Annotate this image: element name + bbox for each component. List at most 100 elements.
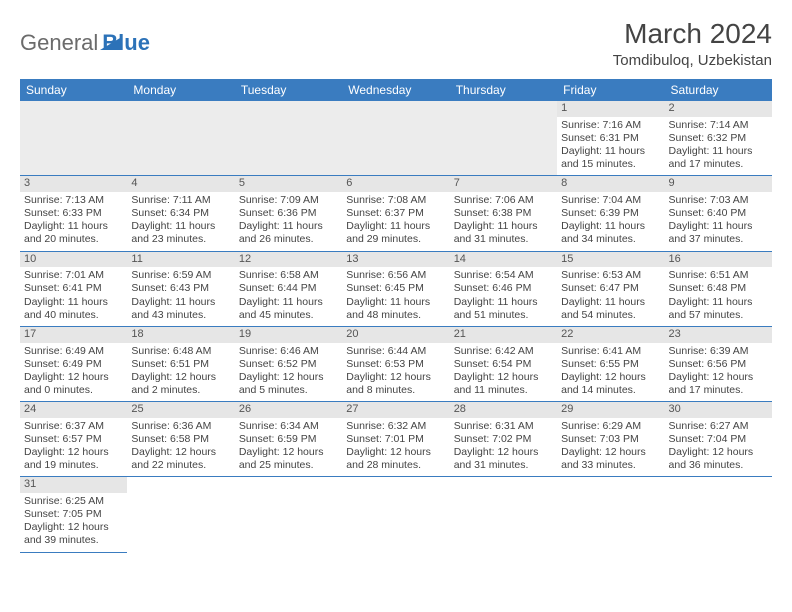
day-number: 6 xyxy=(342,176,449,192)
calendar-day-cell: 20Sunrise: 6:44 AMSunset: 6:53 PMDayligh… xyxy=(342,326,449,401)
daylight-text: Daylight: 12 hours xyxy=(24,521,123,534)
day-number: 11 xyxy=(127,252,234,268)
daylight-text: Daylight: 11 hours xyxy=(669,220,768,233)
calendar-day-cell: 21Sunrise: 6:42 AMSunset: 6:54 PMDayligh… xyxy=(450,326,557,401)
weekday-header: Wednesday xyxy=(342,79,449,101)
calendar-day-cell xyxy=(127,101,234,176)
calendar-day-cell xyxy=(450,101,557,176)
sunset-text: Sunset: 6:53 PM xyxy=(346,358,445,371)
sunset-text: Sunset: 6:46 PM xyxy=(454,282,553,295)
day-number: 27 xyxy=(342,402,449,418)
title-block: March 2024 Tomdibuloq, Uzbekistan xyxy=(613,18,772,69)
daylight-text: Daylight: 11 hours xyxy=(454,220,553,233)
sunrise-text: Sunrise: 7:14 AM xyxy=(669,119,768,132)
day-number: 26 xyxy=(235,402,342,418)
sunset-text: Sunset: 6:44 PM xyxy=(239,282,338,295)
sunset-text: Sunset: 6:31 PM xyxy=(561,132,660,145)
sunset-text: Sunset: 6:34 PM xyxy=(131,207,230,220)
sunset-text: Sunset: 6:45 PM xyxy=(346,282,445,295)
day-number: 19 xyxy=(235,327,342,343)
calendar-day-cell: 19Sunrise: 6:46 AMSunset: 6:52 PMDayligh… xyxy=(235,326,342,401)
daylight-text: and 26 minutes. xyxy=(239,233,338,246)
daylight-text: and 14 minutes. xyxy=(561,384,660,397)
daylight-text: Daylight: 12 hours xyxy=(454,446,553,459)
brand-part2: Blue xyxy=(102,30,150,56)
sunrise-text: Sunrise: 6:36 AM xyxy=(131,420,230,433)
day-number: 22 xyxy=(557,327,664,343)
calendar-body: 1Sunrise: 7:16 AMSunset: 6:31 PMDaylight… xyxy=(20,101,772,552)
daylight-text: and 23 minutes. xyxy=(131,233,230,246)
daylight-text: Daylight: 12 hours xyxy=(24,446,123,459)
calendar-day-cell: 14Sunrise: 6:54 AMSunset: 6:46 PMDayligh… xyxy=(450,251,557,326)
daylight-text: Daylight: 12 hours xyxy=(346,446,445,459)
calendar-day-cell xyxy=(342,477,449,552)
daylight-text: Daylight: 12 hours xyxy=(346,371,445,384)
day-number: 8 xyxy=(557,176,664,192)
calendar-day-cell xyxy=(20,101,127,176)
sunrise-text: Sunrise: 6:39 AM xyxy=(669,345,768,358)
calendar-week-row: 3Sunrise: 7:13 AMSunset: 6:33 PMDaylight… xyxy=(20,176,772,251)
location: Tomdibuloq, Uzbekistan xyxy=(613,52,772,69)
calendar-day-cell: 11Sunrise: 6:59 AMSunset: 6:43 PMDayligh… xyxy=(127,251,234,326)
daylight-text: Daylight: 12 hours xyxy=(454,371,553,384)
daylight-text: and 54 minutes. xyxy=(561,309,660,322)
daylight-text: and 0 minutes. xyxy=(24,384,123,397)
daylight-text: Daylight: 11 hours xyxy=(24,296,123,309)
calendar-day-cell: 25Sunrise: 6:36 AMSunset: 6:58 PMDayligh… xyxy=(127,402,234,477)
sunrise-text: Sunrise: 6:29 AM xyxy=(561,420,660,433)
sunset-text: Sunset: 6:57 PM xyxy=(24,433,123,446)
calendar-day-cell: 3Sunrise: 7:13 AMSunset: 6:33 PMDaylight… xyxy=(20,176,127,251)
sunrise-text: Sunrise: 6:37 AM xyxy=(24,420,123,433)
day-number: 16 xyxy=(665,252,772,268)
daylight-text: Daylight: 11 hours xyxy=(454,296,553,309)
sunrise-text: Sunrise: 6:34 AM xyxy=(239,420,338,433)
weekday-header: Thursday xyxy=(450,79,557,101)
calendar-day-cell xyxy=(342,101,449,176)
calendar-week-row: 31Sunrise: 6:25 AMSunset: 7:05 PMDayligh… xyxy=(20,477,772,552)
sunrise-text: Sunrise: 6:32 AM xyxy=(346,420,445,433)
day-number: 13 xyxy=(342,252,449,268)
daylight-text: Daylight: 12 hours xyxy=(131,446,230,459)
daylight-text: Daylight: 12 hours xyxy=(669,446,768,459)
sunrise-text: Sunrise: 7:16 AM xyxy=(561,119,660,132)
calendar-day-cell: 5Sunrise: 7:09 AMSunset: 6:36 PMDaylight… xyxy=(235,176,342,251)
sunrise-text: Sunrise: 7:09 AM xyxy=(239,194,338,207)
daylight-text: and 25 minutes. xyxy=(239,459,338,472)
calendar-day-cell: 31Sunrise: 6:25 AMSunset: 7:05 PMDayligh… xyxy=(20,477,127,552)
calendar-day-cell: 12Sunrise: 6:58 AMSunset: 6:44 PMDayligh… xyxy=(235,251,342,326)
daylight-text: and 31 minutes. xyxy=(454,459,553,472)
calendar-table: Sunday Monday Tuesday Wednesday Thursday… xyxy=(20,79,772,553)
sunrise-text: Sunrise: 6:53 AM xyxy=(561,269,660,282)
daylight-text: and 37 minutes. xyxy=(669,233,768,246)
daylight-text: and 8 minutes. xyxy=(346,384,445,397)
sunset-text: Sunset: 6:43 PM xyxy=(131,282,230,295)
daylight-text: Daylight: 12 hours xyxy=(24,371,123,384)
day-number: 4 xyxy=(127,176,234,192)
daylight-text: Daylight: 12 hours xyxy=(561,446,660,459)
sunset-text: Sunset: 6:36 PM xyxy=(239,207,338,220)
day-number: 5 xyxy=(235,176,342,192)
daylight-text: Daylight: 11 hours xyxy=(24,220,123,233)
sunrise-text: Sunrise: 6:42 AM xyxy=(454,345,553,358)
calendar-day-cell: 1Sunrise: 7:16 AMSunset: 6:31 PMDaylight… xyxy=(557,101,664,176)
header: General Blue March 2024 Tomdibuloq, Uzbe… xyxy=(20,18,772,69)
sunrise-text: Sunrise: 6:31 AM xyxy=(454,420,553,433)
daylight-text: Daylight: 11 hours xyxy=(561,220,660,233)
sunset-text: Sunset: 7:01 PM xyxy=(346,433,445,446)
sunset-text: Sunset: 6:54 PM xyxy=(454,358,553,371)
daylight-text: and 17 minutes. xyxy=(669,158,768,171)
day-number: 28 xyxy=(450,402,557,418)
day-number: 18 xyxy=(127,327,234,343)
daylight-text: and 11 minutes. xyxy=(454,384,553,397)
sunset-text: Sunset: 7:05 PM xyxy=(24,508,123,521)
day-number: 7 xyxy=(450,176,557,192)
sunset-text: Sunset: 6:32 PM xyxy=(669,132,768,145)
sunset-text: Sunset: 6:40 PM xyxy=(669,207,768,220)
sunset-text: Sunset: 6:55 PM xyxy=(561,358,660,371)
day-number: 15 xyxy=(557,252,664,268)
calendar-day-cell xyxy=(450,477,557,552)
brand-part1: General xyxy=(20,30,98,56)
sunrise-text: Sunrise: 6:27 AM xyxy=(669,420,768,433)
sunrise-text: Sunrise: 7:11 AM xyxy=(131,194,230,207)
sunset-text: Sunset: 6:39 PM xyxy=(561,207,660,220)
